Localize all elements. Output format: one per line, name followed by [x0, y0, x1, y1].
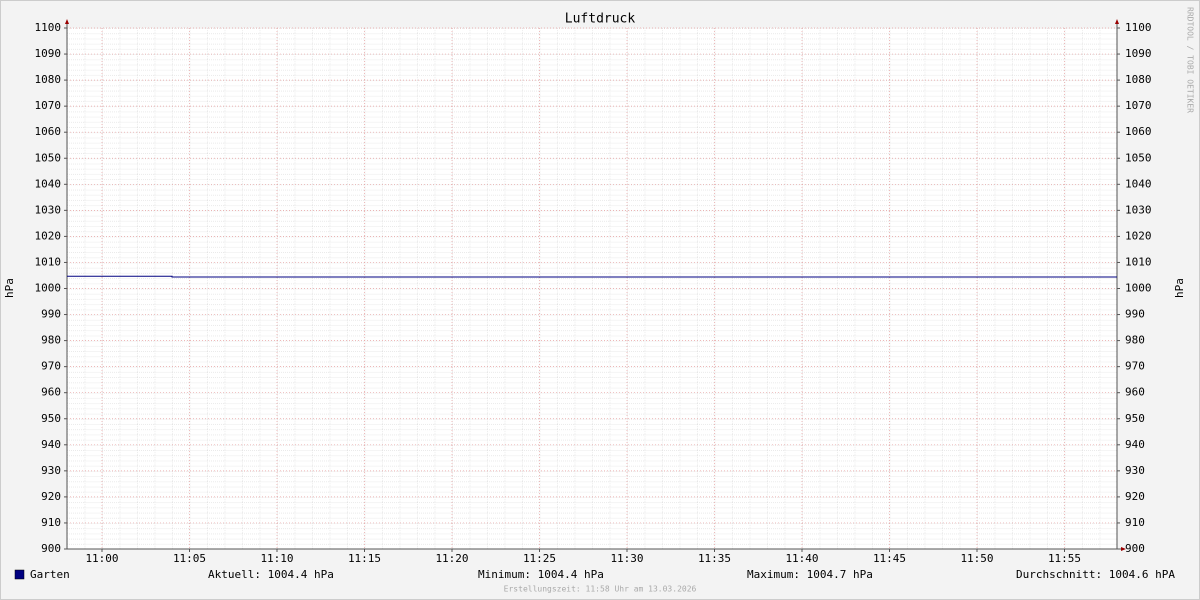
y2-tick-label: 1090	[1125, 47, 1152, 60]
y2-tick-label: 920	[1125, 490, 1145, 503]
axis-arrow	[1115, 19, 1119, 24]
y-axis-label: hPa	[3, 278, 16, 298]
y-tick-label: 920	[41, 490, 61, 503]
y-tick-label: 900	[41, 542, 61, 555]
legend-swatch	[14, 569, 25, 580]
axis-arrow	[1121, 547, 1126, 551]
y2-tick-label: 1050	[1125, 151, 1152, 164]
x-tick-label: 11:55	[1048, 552, 1081, 565]
x-tick-label: 11:25	[523, 552, 556, 565]
x-tick-label: 11:30	[610, 552, 643, 565]
y2-tick-label: 950	[1125, 412, 1145, 425]
y-tick-label: 970	[41, 360, 61, 373]
y2-tick-label: 1100	[1125, 21, 1152, 34]
y2-tick-label: 1040	[1125, 177, 1152, 190]
y-tick-label: 950	[41, 412, 61, 425]
footer: Erstellungszeit: 11:58 Uhr am 13.03.2026	[504, 585, 697, 594]
y-tick-label: 1040	[35, 177, 62, 190]
legend-stat: Aktuell: 1004.4 hPa	[208, 568, 334, 581]
y-tick-label: 1050	[35, 151, 62, 164]
y-tick-label: 1010	[35, 255, 62, 268]
y2-tick-label: 910	[1125, 516, 1145, 529]
y2-tick-label: 940	[1125, 438, 1145, 451]
y2-tick-label: 1070	[1125, 99, 1152, 112]
y-tick-label: 940	[41, 438, 61, 451]
x-tick-label: 11:50	[960, 552, 993, 565]
legend-stat: Durchschnitt: 1004.6 hPA	[1016, 568, 1175, 581]
chart-title: Luftdruck	[565, 12, 636, 27]
y2-tick-label: 930	[1125, 464, 1145, 477]
x-tick-label: 11:40	[785, 552, 818, 565]
y-tick-label: 990	[41, 308, 61, 321]
y2-tick-label: 1060	[1125, 125, 1152, 138]
y-tick-label: 1030	[35, 203, 62, 216]
x-tick-label: 11:10	[260, 552, 293, 565]
y2-tick-label: 1030	[1125, 203, 1152, 216]
x-tick-label: 11:05	[173, 552, 206, 565]
y-tick-label: 930	[41, 464, 61, 477]
y-tick-label: 1000	[35, 282, 62, 295]
y-tick-label: 1020	[35, 229, 62, 242]
y-tick-label: 1060	[35, 125, 62, 138]
axis-arrow	[65, 19, 69, 24]
watermark: RRDTOOL / TOBI OETIKER	[1186, 7, 1195, 113]
y2-tick-label: 1010	[1125, 255, 1152, 268]
y-tick-label: 980	[41, 334, 61, 347]
y-tick-label: 910	[41, 516, 61, 529]
y-tick-label: 1070	[35, 99, 62, 112]
y2-tick-label: 1080	[1125, 73, 1152, 86]
y-tick-label: 1100	[35, 21, 62, 34]
x-tick-label: 11:00	[85, 552, 118, 565]
x-tick-label: 11:15	[348, 552, 381, 565]
y-tick-label: 1090	[35, 47, 62, 60]
data-line	[67, 275, 1117, 278]
y2-tick-label: 970	[1125, 360, 1145, 373]
y2-tick-label: 1020	[1125, 229, 1152, 242]
x-tick-label: 11:35	[698, 552, 731, 565]
y-tick-label: 1080	[35, 73, 62, 86]
legend-label: Garten	[30, 568, 70, 581]
y2-tick-label: 960	[1125, 386, 1145, 399]
x-tick-label: 11:20	[435, 552, 468, 565]
y2-tick-label: 990	[1125, 308, 1145, 321]
legend-stat: Minimum: 1004.4 hPa	[478, 568, 604, 581]
y2-tick-label: 900	[1125, 542, 1145, 555]
legend-stat: Maximum: 1004.7 hPa	[747, 568, 873, 581]
y-tick-label: 960	[41, 386, 61, 399]
y2-tick-label: 980	[1125, 334, 1145, 347]
x-tick-label: 11:45	[873, 552, 906, 565]
y2-axis-label: hPa	[1173, 278, 1186, 298]
y2-tick-label: 1000	[1125, 282, 1152, 295]
